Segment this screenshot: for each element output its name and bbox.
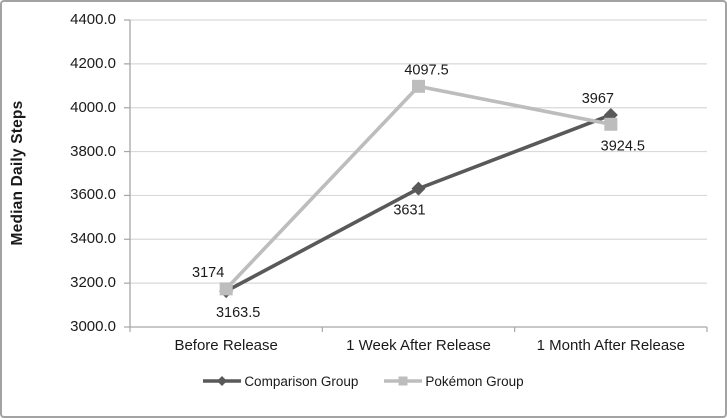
data-label: 3163.5 bbox=[216, 305, 260, 321]
series-1-marker bbox=[412, 79, 425, 93]
y-axis-tick-label: 3200.0 bbox=[70, 274, 116, 292]
x-axis-label: Before Release bbox=[174, 337, 278, 354]
legend-label: Comparison Group bbox=[244, 373, 359, 389]
legend-label: Pokémon Group bbox=[425, 373, 524, 389]
y-axis-tick-label: 3000.0 bbox=[70, 318, 116, 335]
square-legend-marker-icon bbox=[384, 376, 423, 386]
y-axis-tick-label: 4000.0 bbox=[70, 98, 116, 116]
data-label: 3174 bbox=[192, 265, 224, 281]
data-label: 3631 bbox=[393, 203, 425, 219]
legend: Comparison Group Pokémon Group bbox=[2, 366, 725, 396]
data-label: 3924.5 bbox=[601, 138, 645, 154]
x-axis-label: 1 Week After Release bbox=[346, 337, 491, 354]
x-axis-label: 1 Month After Release bbox=[536, 337, 686, 354]
y-axis-tick-label: 3800.0 bbox=[70, 142, 116, 160]
y-axis-tick-label: 3600.0 bbox=[70, 186, 116, 204]
data-label: 3967 bbox=[582, 91, 614, 107]
y-axis-tick-label: 4400.0 bbox=[70, 11, 116, 28]
series-0-marker bbox=[411, 181, 426, 196]
series-1-marker bbox=[604, 117, 618, 131]
diamond-legend-marker-icon bbox=[203, 376, 242, 386]
data-label: 4097.5 bbox=[404, 62, 448, 78]
legend-item-1: Pokémon Group bbox=[384, 373, 524, 389]
series-1-marker bbox=[219, 282, 233, 296]
y-axis-tick-label: 4200.0 bbox=[70, 54, 116, 72]
y-axis-tick-label: 3400.0 bbox=[70, 230, 116, 248]
legend-item-0: Comparison Group bbox=[203, 374, 358, 389]
